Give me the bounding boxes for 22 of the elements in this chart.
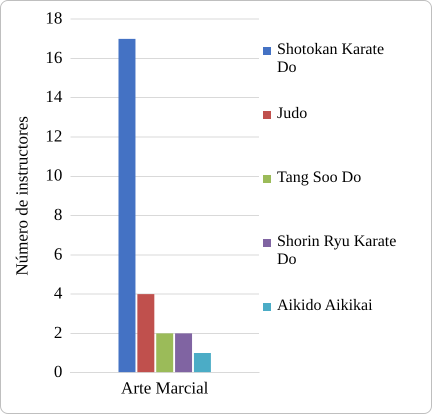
bar bbox=[118, 38, 136, 372]
legend-label: Aikido Aikikai bbox=[277, 297, 373, 315]
y-tick-label: 16 bbox=[45, 48, 62, 67]
bar bbox=[156, 333, 174, 372]
y-tick-label: 8 bbox=[54, 205, 62, 224]
y-tick-label: 6 bbox=[54, 244, 62, 264]
y-tick-label: 14 bbox=[45, 87, 63, 106]
y-tick-label: 12 bbox=[45, 126, 62, 146]
y-tick-label: 0 bbox=[54, 362, 62, 382]
y-tick-label: 4 bbox=[54, 284, 63, 303]
y-axis-title: Número de instructores bbox=[12, 116, 32, 276]
bar bbox=[175, 333, 192, 372]
y-tick-label: 18 bbox=[45, 8, 62, 28]
bar bbox=[137, 294, 154, 372]
legend-label: Judo bbox=[277, 105, 308, 123]
legend-label: Shotokan Karate Do bbox=[277, 41, 386, 77]
y-tick-label: 2 bbox=[54, 322, 62, 342]
legend-label: Shorin Ryu Karate Do bbox=[277, 233, 398, 269]
y-tick-label: 10 bbox=[45, 166, 62, 185]
x-tick-label: Arte Marcial bbox=[121, 378, 209, 398]
bar bbox=[194, 352, 211, 372]
legend-label: Tang Soo Do bbox=[277, 169, 362, 187]
